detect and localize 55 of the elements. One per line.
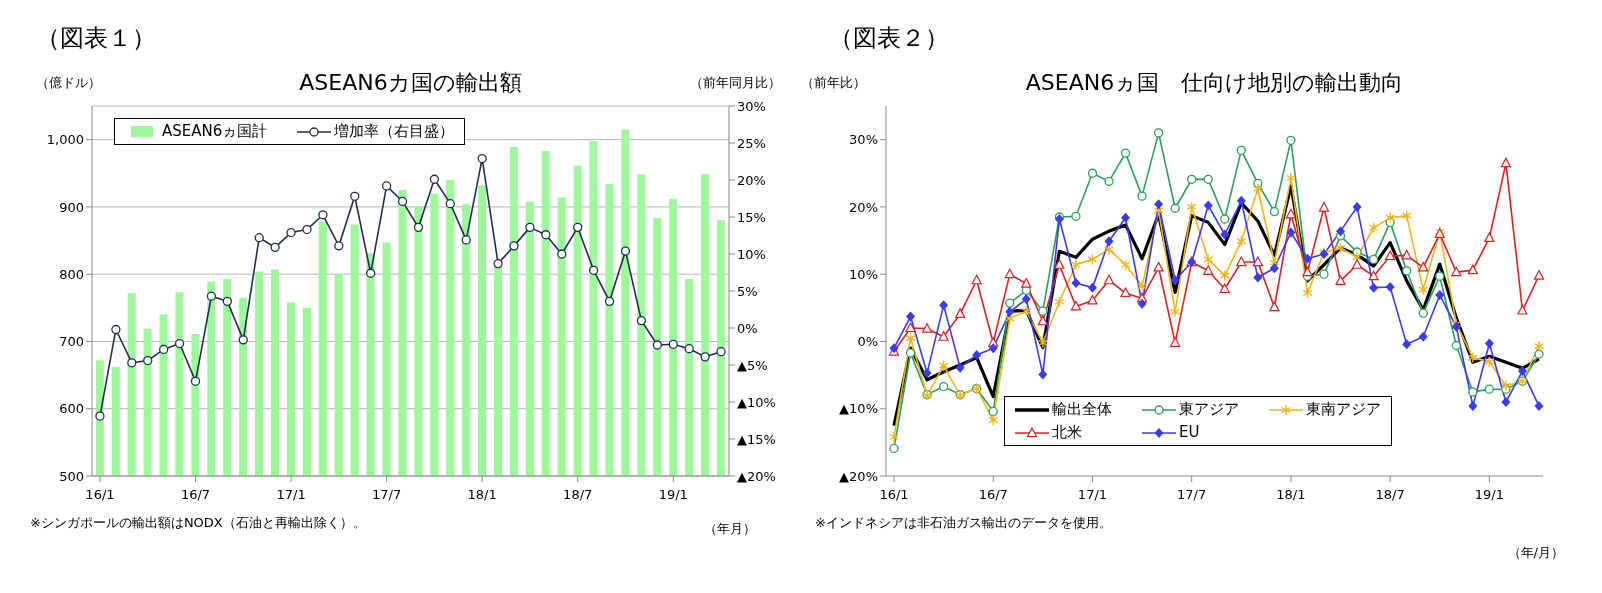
legend-label: 増加率（右目盛） bbox=[333, 122, 455, 141]
y2-tick-label: 5% bbox=[737, 283, 758, 299]
legend-label: 輸出全体 bbox=[1051, 400, 1112, 419]
text: （図表２） bbox=[829, 23, 949, 54]
y-tick-label: 800 bbox=[59, 266, 84, 282]
y-tick-label: ▲20% bbox=[839, 468, 878, 484]
x-tick-label: 18/7 bbox=[563, 487, 593, 503]
x-tick-label: 17/1 bbox=[276, 487, 306, 503]
chart-title: ASEAN6カ国の輸出額 bbox=[299, 70, 522, 95]
legend-label: EU bbox=[1178, 423, 1201, 442]
y-tick-label: 700 bbox=[59, 334, 84, 350]
legend-label: ASEAN6ヵ国計 bbox=[161, 122, 268, 141]
x-tick-label: 18/1 bbox=[1276, 487, 1306, 503]
y2-tick-label: 0% bbox=[737, 320, 758, 336]
x-tick-label: 17/7 bbox=[1177, 487, 1207, 503]
y2-tick-label: 25% bbox=[737, 135, 766, 151]
x-tick-label: 16/1 bbox=[879, 487, 909, 503]
y-tick-label: 500 bbox=[59, 468, 84, 484]
x-tick-label: 17/1 bbox=[1077, 487, 1108, 503]
y2-tick-label: ▲5% bbox=[737, 357, 768, 373]
y2-tick-label: ▲15% bbox=[737, 431, 776, 447]
x-tick-label: 16/7 bbox=[180, 487, 211, 503]
y-tick-label: ▲10% bbox=[839, 401, 878, 417]
y-tick-label: 600 bbox=[59, 401, 84, 417]
y-tick-label: 900 bbox=[59, 199, 84, 215]
chart-title: ASEAN6ヵ国 仕向け地別の輸出動向 bbox=[1024, 69, 1405, 97]
y-axis-title: （億ドル） bbox=[36, 74, 101, 92]
legend-label: 東南アジア bbox=[1305, 400, 1381, 419]
y-tick-label: 10% bbox=[849, 266, 878, 282]
y2-tick-label: ▲20% bbox=[737, 468, 776, 484]
x-tick-label: 18/1 bbox=[467, 487, 497, 503]
y2-tick-label: 15% bbox=[737, 209, 766, 225]
y-tick-label: 1,000 bbox=[46, 132, 84, 148]
y-axis-title: （前年比） bbox=[801, 74, 866, 92]
x-tick-label: 18/7 bbox=[1375, 487, 1405, 503]
y2-tick-label: 20% bbox=[737, 172, 766, 188]
text: ※インドネシアは非石油ガス輸出のデータを使用。 bbox=[815, 514, 1112, 532]
x-tick-label: 19/1 bbox=[1474, 487, 1504, 503]
text: （図表１） bbox=[36, 23, 156, 54]
y-tick-label: 20% bbox=[849, 199, 878, 215]
legend-label: 北米 bbox=[1051, 423, 1083, 442]
y2-tick-label: ▲10% bbox=[737, 394, 776, 410]
x-axis-title: （年月） bbox=[704, 520, 756, 538]
x-tick-label: 19/1 bbox=[658, 487, 688, 503]
x-axis-title: （年/月） bbox=[1507, 544, 1564, 562]
legend-label: 東アジア bbox=[1178, 400, 1239, 419]
text: ※シンガポールの輸出額はNODX（石油と再輸出除く）。 bbox=[30, 514, 366, 532]
x-tick-label: 16/7 bbox=[978, 487, 1008, 503]
y2-tick-label: 10% bbox=[737, 246, 766, 262]
x-tick-label: 17/7 bbox=[372, 487, 402, 503]
y-tick-label: 0% bbox=[857, 334, 878, 350]
y2-axis-title: （前年同月比） bbox=[690, 74, 781, 92]
y2-tick-label: 30% bbox=[737, 98, 766, 114]
y-tick-label: 30% bbox=[849, 132, 878, 148]
x-tick-label: 16/1 bbox=[85, 487, 115, 503]
